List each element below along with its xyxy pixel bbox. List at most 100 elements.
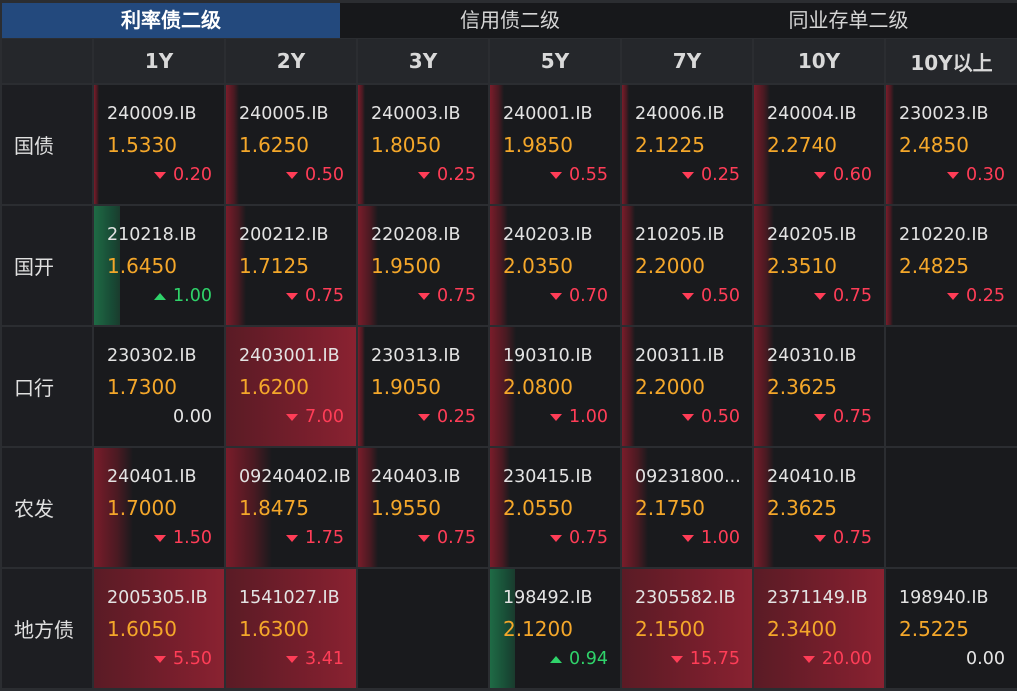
bond-cell[interactable]: 09240402.IB 1.8475 1.75 bbox=[226, 448, 356, 567]
bond-cell[interactable]: 2305582.IB 2.1500 15.75 bbox=[622, 569, 752, 688]
yield-change-value: 1.00 bbox=[569, 407, 608, 427]
bond-code: 240009.IB bbox=[107, 104, 197, 124]
change-magnitude-bar bbox=[94, 448, 133, 567]
bond-cell[interactable]: 240004.IB 2.2740 0.60 bbox=[754, 85, 884, 204]
yield-change-value: 1.50 bbox=[173, 528, 212, 548]
column-header-7y: 7Y bbox=[622, 39, 752, 83]
bond-cell[interactable]: 210218.IB 1.6450 1.00 bbox=[94, 206, 224, 325]
change-magnitude-bar bbox=[754, 448, 774, 567]
bond-code: 240005.IB bbox=[239, 104, 329, 124]
down-triangle-icon bbox=[670, 655, 683, 663]
change-magnitude-bar bbox=[754, 327, 774, 446]
bond-code: 1541027.IB bbox=[239, 588, 340, 608]
bond-yield: 2.5225 bbox=[899, 617, 969, 641]
change-magnitude-bar bbox=[94, 85, 99, 204]
yield-change: 20.00 bbox=[802, 649, 872, 669]
bond-yield: 1.6300 bbox=[239, 617, 309, 641]
tab-rate-bonds[interactable]: 利率债二级 bbox=[2, 3, 340, 38]
bond-cell[interactable]: 210220.IB 2.4825 0.25 bbox=[886, 206, 1017, 325]
yield-change-value: 0.25 bbox=[701, 165, 740, 185]
yield-change-value: 0.75 bbox=[569, 528, 608, 548]
bond-yield: 2.2000 bbox=[635, 254, 705, 278]
bond-code: 190310.IB bbox=[503, 346, 593, 366]
bond-cell[interactable]: 240001.IB 1.9850 0.55 bbox=[490, 85, 620, 204]
bond-yield: 1.9550 bbox=[371, 496, 441, 520]
bond-cell[interactable]: 240401.IB 1.7000 1.50 bbox=[94, 448, 224, 567]
column-header-10y-plus: 10Y以上 bbox=[886, 39, 1017, 83]
bond-code: 240403.IB bbox=[371, 467, 461, 487]
bond-cell[interactable]: 220208.IB 1.9500 0.75 bbox=[358, 206, 488, 325]
bond-cell[interactable]: 2005305.IB 1.6050 5.50 bbox=[94, 569, 224, 688]
yield-change-value: 0.30 bbox=[966, 165, 1005, 185]
bond-yield: 1.9850 bbox=[503, 133, 573, 157]
bond-code: 230023.IB bbox=[899, 104, 989, 124]
bond-cell[interactable]: 240410.IB 2.3625 0.75 bbox=[754, 448, 884, 567]
bond-cell[interactable]: 240003.IB 1.8050 0.25 bbox=[358, 85, 488, 204]
bond-cell[interactable]: 2371149.IB 2.3400 20.00 bbox=[754, 569, 884, 688]
down-triangle-icon bbox=[286, 534, 299, 542]
bond-yield: 1.9050 bbox=[371, 375, 441, 399]
bond-code: 210205.IB bbox=[635, 225, 725, 245]
bond-cell[interactable]: 200212.IB 1.7125 0.75 bbox=[226, 206, 356, 325]
down-triangle-icon bbox=[682, 534, 695, 542]
bond-cell[interactable]: 230415.IB 2.0550 0.75 bbox=[490, 448, 620, 567]
empty-cell bbox=[886, 448, 1017, 567]
column-header-10y: 10Y bbox=[754, 39, 884, 83]
bond-cell[interactable]: 198940.IB 2.5225 0.00 bbox=[886, 569, 1017, 688]
row-label: 国债 bbox=[2, 85, 92, 204]
bond-cell[interactable]: 09231800... 2.1750 1.00 bbox=[622, 448, 752, 567]
bond-cell[interactable]: 240403.IB 1.9550 0.75 bbox=[358, 448, 488, 567]
bond-cell[interactable]: 200311.IB 2.2000 0.50 bbox=[622, 327, 752, 446]
bond-cell[interactable]: 240005.IB 1.6250 0.50 bbox=[226, 85, 356, 204]
yield-change-value: 0.20 bbox=[173, 165, 212, 185]
bond-yield: 1.9500 bbox=[371, 254, 441, 278]
down-triangle-icon bbox=[286, 413, 299, 421]
yield-change: 0.94 bbox=[550, 649, 608, 669]
change-magnitude-bar bbox=[226, 327, 356, 446]
bond-code: 2005305.IB bbox=[107, 588, 208, 608]
bond-cell[interactable]: 230313.IB 1.9050 0.25 bbox=[358, 327, 488, 446]
bond-cell[interactable]: 1541027.IB 1.6300 3.41 bbox=[226, 569, 356, 688]
tab-ncd[interactable]: 同业存单二级 bbox=[788, 8, 909, 32]
bond-cell[interactable]: 230302.IB 1.7300 0.00 bbox=[94, 327, 224, 446]
bond-cell[interactable]: 240006.IB 2.1225 0.25 bbox=[622, 85, 752, 204]
bond-cell[interactable]: 230023.IB 2.4850 0.30 bbox=[886, 85, 1017, 204]
bond-code: 09231800... bbox=[635, 467, 741, 487]
row-label: 农发 bbox=[2, 448, 92, 567]
change-magnitude-bar bbox=[886, 206, 893, 325]
bond-cell[interactable]: 198492.IB 2.1200 0.94 bbox=[490, 569, 620, 688]
change-magnitude-bar bbox=[358, 448, 378, 567]
bond-cell[interactable]: 240203.IB 2.0350 0.70 bbox=[490, 206, 620, 325]
bond-code: 230415.IB bbox=[503, 467, 593, 487]
yield-change-value: 7.00 bbox=[305, 407, 344, 427]
down-triangle-icon bbox=[550, 292, 563, 300]
yield-change: 0.70 bbox=[550, 286, 608, 306]
yield-change: 0.75 bbox=[550, 528, 608, 548]
bond-code: 09240402.IB bbox=[239, 467, 351, 487]
bond-cell[interactable]: 190310.IB 2.0800 1.00 bbox=[490, 327, 620, 446]
yield-change: 0.50 bbox=[286, 165, 344, 185]
down-triangle-icon bbox=[814, 292, 827, 300]
bond-cell[interactable]: 240009.IB 1.5330 0.20 bbox=[94, 85, 224, 204]
bond-cell[interactable]: 210205.IB 2.2000 0.50 bbox=[622, 206, 752, 325]
bond-code: 240310.IB bbox=[767, 346, 857, 366]
yield-change-value: 0.50 bbox=[701, 286, 740, 306]
tab-credit-bonds[interactable]: 信用债二级 bbox=[460, 8, 560, 32]
yield-change: 15.75 bbox=[670, 649, 740, 669]
down-triangle-icon bbox=[418, 171, 431, 179]
down-triangle-icon bbox=[550, 534, 563, 542]
bond-cell[interactable]: 2403001.IB 1.6200 7.00 bbox=[226, 327, 356, 446]
bond-code: 220208.IB bbox=[371, 225, 461, 245]
bond-yield: 1.7000 bbox=[107, 496, 177, 520]
yield-change-value: 1.75 bbox=[305, 528, 344, 548]
bond-code: 240205.IB bbox=[767, 225, 857, 245]
yield-change-value: 0.25 bbox=[437, 407, 476, 427]
yield-change-value: 0.00 bbox=[966, 649, 1005, 669]
bond-code: 200212.IB bbox=[239, 225, 329, 245]
bond-cell[interactable]: 240205.IB 2.3510 0.75 bbox=[754, 206, 884, 325]
bond-yield: 2.2740 bbox=[767, 133, 837, 157]
down-triangle-icon bbox=[286, 292, 299, 300]
row-label: 国开 bbox=[2, 206, 92, 325]
bond-cell[interactable]: 240310.IB 2.3625 0.75 bbox=[754, 327, 884, 446]
